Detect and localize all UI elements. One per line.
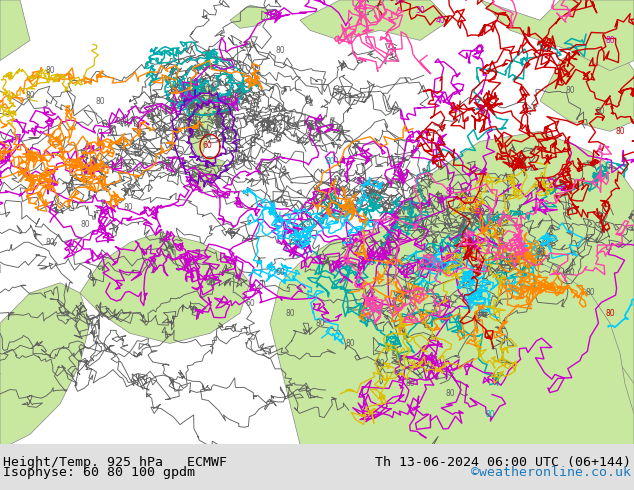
Text: 80: 80	[45, 238, 55, 247]
Text: 80: 80	[535, 248, 545, 257]
Text: 80: 80	[395, 0, 405, 4]
Text: 80: 80	[405, 379, 415, 389]
Text: 80: 80	[285, 309, 295, 318]
Text: 80: 80	[495, 228, 505, 237]
Text: 80: 80	[476, 208, 485, 217]
Text: 80: 80	[585, 289, 595, 297]
Text: Isophyse: 60 80 100 gpdm: Isophyse: 60 80 100 gpdm	[3, 466, 195, 479]
Text: 80: 80	[295, 137, 305, 146]
Polygon shape	[300, 0, 450, 40]
Text: 80: 80	[325, 157, 335, 166]
Text: 80: 80	[115, 117, 125, 126]
Polygon shape	[270, 222, 634, 444]
Polygon shape	[310, 263, 400, 333]
Text: 80: 80	[365, 258, 375, 267]
Polygon shape	[0, 0, 30, 61]
Polygon shape	[185, 81, 220, 162]
Text: 80: 80	[275, 46, 285, 55]
Text: 80: 80	[225, 147, 235, 156]
Text: 30: 30	[415, 5, 425, 15]
Text: 80: 80	[80, 220, 90, 229]
Text: 80: 80	[45, 66, 55, 75]
Text: 60: 60	[202, 141, 212, 150]
Text: 80: 80	[595, 107, 605, 116]
Text: 80: 80	[315, 318, 325, 328]
Text: 80: 80	[160, 157, 170, 166]
Text: 40: 40	[435, 16, 445, 24]
Polygon shape	[80, 232, 250, 343]
Text: 80: 80	[345, 238, 355, 247]
Polygon shape	[480, 0, 634, 71]
Polygon shape	[230, 5, 270, 28]
Text: 80: 80	[605, 309, 615, 318]
Text: 80: 80	[565, 268, 575, 277]
Polygon shape	[0, 283, 90, 444]
Text: 80: 80	[615, 127, 625, 136]
Text: 60: 60	[205, 278, 215, 287]
Text: 60: 60	[275, 268, 285, 277]
Polygon shape	[500, 343, 634, 444]
Text: 80: 80	[565, 86, 575, 96]
Text: ©weatheronline.co.uk: ©weatheronline.co.uk	[471, 466, 631, 479]
Text: 60: 60	[245, 298, 255, 308]
Polygon shape	[370, 131, 634, 444]
Text: 80: 80	[445, 390, 455, 398]
Text: 80: 80	[305, 218, 315, 227]
Text: 80: 80	[485, 410, 495, 418]
Text: 80: 80	[385, 278, 395, 287]
Text: 60: 60	[200, 86, 210, 96]
Text: 60: 60	[200, 129, 210, 138]
Text: 80: 80	[345, 339, 355, 348]
Text: 80: 80	[165, 81, 176, 90]
Text: 80: 80	[25, 92, 35, 100]
Polygon shape	[192, 157, 225, 192]
Text: 80: 80	[445, 187, 455, 196]
Text: 80: 80	[375, 359, 385, 368]
Text: 80: 80	[123, 202, 133, 212]
Text: 80: 80	[605, 36, 615, 45]
Text: 80: 80	[355, 177, 365, 186]
Text: Th 13-06-2024 06:00 UTC (06+144): Th 13-06-2024 06:00 UTC (06+144)	[375, 456, 631, 469]
Text: Height/Temp. 925 hPa   ECMWF: Height/Temp. 925 hPa ECMWF	[3, 456, 227, 469]
Text: 80: 80	[95, 97, 105, 105]
Text: 80: 80	[245, 41, 255, 50]
Polygon shape	[540, 40, 634, 131]
